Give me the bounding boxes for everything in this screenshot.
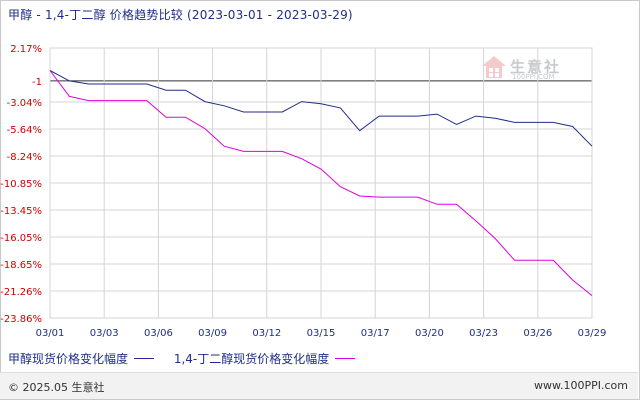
legend-swatch-bdo [335, 358, 356, 359]
legend-label-bdo: 1,4-丁二醇现货价格变化幅度 [173, 352, 330, 366]
x-tick-label: 03/12 [252, 328, 281, 339]
x-tick-label: 03/20 [415, 328, 444, 339]
y-tick-label: -16.05% [0, 233, 42, 244]
legend-item-methanol: 甲醇现货价格变化幅度 [8, 350, 155, 367]
x-axis-ticks: 03/01 03/03 03/06 03/09 03/12 03/15 03/17 03/20… [36, 328, 607, 339]
x-tick-label: 03/06 [144, 328, 173, 339]
footer-url[interactable]: www.100PPI.com [534, 379, 628, 392]
y-tick-label: -5.64% [7, 125, 42, 136]
watermark-url: 100PPI.COM [512, 73, 555, 81]
x-tick-label: 03/26 [523, 328, 552, 339]
y-tick-label: -21.26% [0, 287, 42, 298]
series-line-methanol [49, 70, 593, 147]
x-tick-label: 03/29 [578, 328, 607, 339]
x-tick-label: 03/23 [469, 328, 498, 339]
series-line-bdo [49, 70, 593, 296]
x-tick-label: 03/15 [307, 328, 336, 339]
y-tick-label: -18.65% [0, 260, 42, 271]
series-lines [49, 70, 593, 296]
x-tick-label: 03/09 [198, 328, 227, 339]
y-tick-label: -10.85% [0, 179, 42, 190]
legend-label-methanol: 甲醇现货价格变化幅度 [8, 352, 129, 366]
chart-title: 甲醇 - 1,4-丁二醇 价格趋势比较 (2023-03-01 - 2023-0… [8, 6, 353, 23]
y-tick-label: 2.17% [10, 44, 42, 55]
y-tick-label: -8.24% [7, 152, 42, 163]
chart-legend: 甲醇现货价格变化幅度 1,4-丁二醇现货价格变化幅度 [8, 350, 371, 367]
y-tick-label: -3.04% [7, 98, 42, 109]
chart-grid [49, 47, 593, 319]
y-tick-label: -23.86% [0, 314, 42, 325]
chart-title-main: 甲醇 - 1,4-丁二醇 价格趋势比较 [8, 8, 183, 22]
house-icon [482, 56, 506, 78]
x-tick-label: 03/03 [90, 328, 119, 339]
x-tick-label: 03/17 [361, 328, 390, 339]
y-tick-label: -1 [32, 77, 42, 88]
footer-bar: © 2025.05 生意社 www.100PPI.com [0, 372, 638, 399]
watermark-text: 生意社 [510, 58, 562, 76]
legend-item-bdo: 1,4-丁二醇现货价格变化幅度 [173, 350, 356, 367]
chart-title-range: (2023-03-01 - 2023-03-29) [187, 8, 353, 22]
x-tick-label: 03/01 [36, 328, 65, 339]
footer-copyright: © 2025.05 生意社 [8, 381, 105, 394]
watermark-logo: 生意社 100PPI.COM [480, 54, 576, 84]
y-axis-ticks: 2.17% -1 -3.04% -5.64% -8.24% -10.85% -13.45% -… [0, 44, 42, 325]
legend-swatch-methanol [134, 358, 155, 359]
y-tick-label: -13.45% [0, 206, 42, 217]
